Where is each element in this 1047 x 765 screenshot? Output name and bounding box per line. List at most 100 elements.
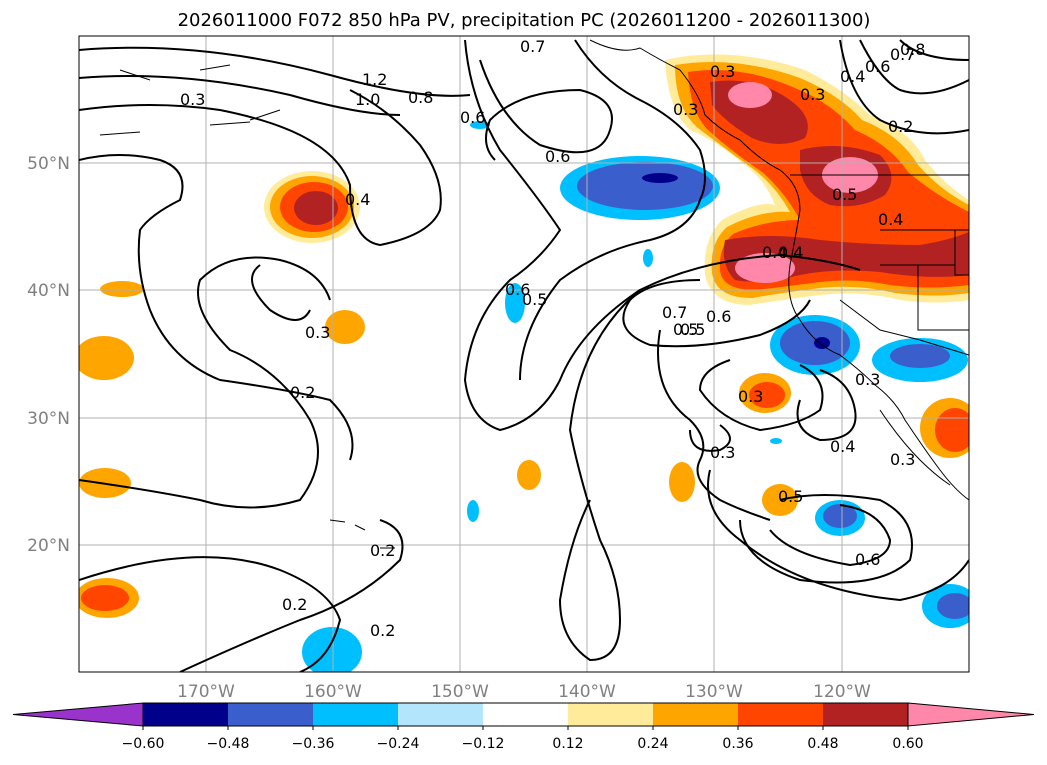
contour-label: 0.6 bbox=[460, 108, 485, 127]
lat-label: 30°N bbox=[27, 409, 70, 429]
coastlines bbox=[99, 39, 969, 549]
contour-label: 0.2 bbox=[888, 117, 913, 136]
precip-neg-8 bbox=[467, 500, 479, 522]
contour-label: 0.3 bbox=[305, 323, 330, 342]
precip-neg-7 bbox=[505, 283, 525, 323]
precip-neg-6 bbox=[302, 627, 362, 672]
pv-contours bbox=[79, 39, 969, 672]
lat-labels: 20°N 30°N 40°N 50°N bbox=[27, 154, 70, 556]
contour-label: 1.0 bbox=[355, 90, 380, 109]
colorbar-segment bbox=[568, 703, 653, 726]
precip-blob-a4 bbox=[294, 191, 338, 225]
contour-label: 0.3 bbox=[180, 90, 205, 109]
precip-max-3 bbox=[735, 253, 795, 283]
contour-label: 0.4 bbox=[840, 67, 865, 86]
colorbar-segment bbox=[653, 703, 738, 726]
contour-label: 0.3 bbox=[710, 62, 735, 81]
lat-label: 50°N bbox=[27, 154, 70, 174]
contour-label: 0.3 bbox=[710, 443, 735, 462]
precip-blob-c bbox=[100, 281, 144, 297]
precip-blob-b bbox=[325, 310, 365, 344]
contour-label: 0.3 bbox=[673, 100, 698, 119]
contour-label: 0.3 bbox=[855, 370, 880, 389]
lon-label: 140°W bbox=[558, 682, 616, 702]
graticule bbox=[79, 36, 969, 672]
colorbar-tick-label: 0.24 bbox=[637, 736, 668, 752]
colorbar-tick-label: −0.60 bbox=[122, 736, 165, 752]
contour-label: 0.6 bbox=[545, 147, 570, 166]
precip-max-1 bbox=[728, 82, 772, 108]
lon-label: 120°W bbox=[813, 682, 871, 702]
contour-label: 0.2 bbox=[370, 621, 395, 640]
contour-label: 0.5 bbox=[832, 185, 857, 204]
lon-labels: 170°W 160°W 150°W 140°W 130°W 120°W bbox=[177, 682, 871, 702]
colorbar-tick-label: 0.60 bbox=[892, 736, 923, 752]
colorbar-tick-label: −0.12 bbox=[462, 736, 505, 752]
contour-label: 0.7 bbox=[520, 37, 545, 56]
lat-label: 20°N bbox=[27, 536, 70, 556]
map-panel: 0.2 0.2 0.2 0.2 0.3 0.3 0.3 0.3 0.3 0.4 … bbox=[78, 35, 970, 673]
chart-title: 2026011000 F072 850 hPa PV, precipitatio… bbox=[178, 10, 871, 31]
contour-label: 0.4 bbox=[778, 243, 803, 262]
contour-label: 0.6 bbox=[865, 57, 890, 76]
colorbar-segment bbox=[143, 703, 228, 726]
contour-label: 0.6 bbox=[505, 280, 530, 299]
contour-label: 0.6 bbox=[706, 307, 731, 326]
precip-blob-j bbox=[517, 460, 541, 490]
contour-label: 0.3 bbox=[890, 450, 915, 469]
contour-label: 0.8 bbox=[900, 40, 925, 59]
contour-label: 0.5 bbox=[778, 487, 803, 506]
contour-label: 0.8 bbox=[408, 88, 433, 107]
colorbar-extend-high bbox=[907, 702, 1035, 727]
colorbar-segment bbox=[823, 703, 908, 726]
precip-shading bbox=[79, 54, 969, 672]
colorbar-segment bbox=[228, 703, 313, 726]
lat-label: 40°N bbox=[27, 281, 70, 301]
colorbar-tick-label: 0.48 bbox=[807, 736, 838, 752]
lon-label: 170°W bbox=[177, 682, 235, 702]
contour-label: 0.5 bbox=[522, 290, 547, 309]
precip-blob-g2 bbox=[749, 382, 785, 408]
precip-neg-5b bbox=[937, 593, 969, 619]
contour-label: 0.7 bbox=[890, 45, 915, 64]
colorbar: −0.60 −0.48 −0.36 −0.24 −0.12 0.12 0.24 0.36 0.4… bbox=[12, 702, 1035, 752]
contour-label: 0.5 bbox=[680, 320, 705, 339]
contour-label: 0.2 bbox=[282, 595, 307, 614]
precip-neg-3b bbox=[890, 344, 950, 368]
precip-neg-10 bbox=[643, 249, 653, 267]
precip-neg-2c bbox=[814, 337, 830, 349]
colorbar-tick-label: 0.36 bbox=[722, 736, 753, 752]
contour-label: 0.3 bbox=[738, 387, 763, 406]
colorbar-segment bbox=[313, 703, 398, 726]
contour-label: 0.2 bbox=[370, 541, 395, 560]
contour-label: 0.4 bbox=[830, 437, 855, 456]
precip-neg-11 bbox=[770, 438, 782, 444]
pv-contour-labels: 0.2 0.2 0.2 0.2 0.3 0.3 0.3 0.3 0.3 0.4 … bbox=[180, 37, 925, 640]
contour-label: 1.2 bbox=[362, 70, 387, 89]
contour-label: 0.2 bbox=[290, 383, 315, 402]
precip-blob-h bbox=[669, 462, 695, 502]
contour-label: 0.3 bbox=[800, 85, 825, 104]
lon-label: 130°W bbox=[685, 682, 743, 702]
colorbar-tick-label: −0.24 bbox=[377, 736, 420, 752]
precip-neg-1c bbox=[642, 173, 678, 183]
precip-blob-k2 bbox=[935, 408, 969, 452]
contour-label: 0.4 bbox=[762, 243, 787, 262]
precip-neg-1b bbox=[577, 162, 713, 210]
colorbar-tick-label: −0.48 bbox=[207, 736, 250, 752]
contour-label: 0.4 bbox=[878, 210, 903, 229]
colorbar-tick-label: 0.12 bbox=[552, 736, 583, 752]
map-frame bbox=[78, 35, 970, 673]
contour-label: 0.6 bbox=[855, 550, 880, 569]
colorbar-segment bbox=[398, 703, 483, 726]
precip-blob-f2 bbox=[81, 585, 129, 611]
colorbar-segment bbox=[738, 703, 823, 726]
contour-label: 0.5 bbox=[673, 320, 698, 339]
contour-label: 0.7 bbox=[662, 303, 687, 322]
colorbar-segment bbox=[483, 703, 568, 726]
lon-label: 150°W bbox=[431, 682, 489, 702]
contour-label: 0.4 bbox=[345, 190, 370, 209]
colorbar-outline bbox=[143, 702, 908, 727]
precip-blob-d bbox=[79, 336, 134, 380]
